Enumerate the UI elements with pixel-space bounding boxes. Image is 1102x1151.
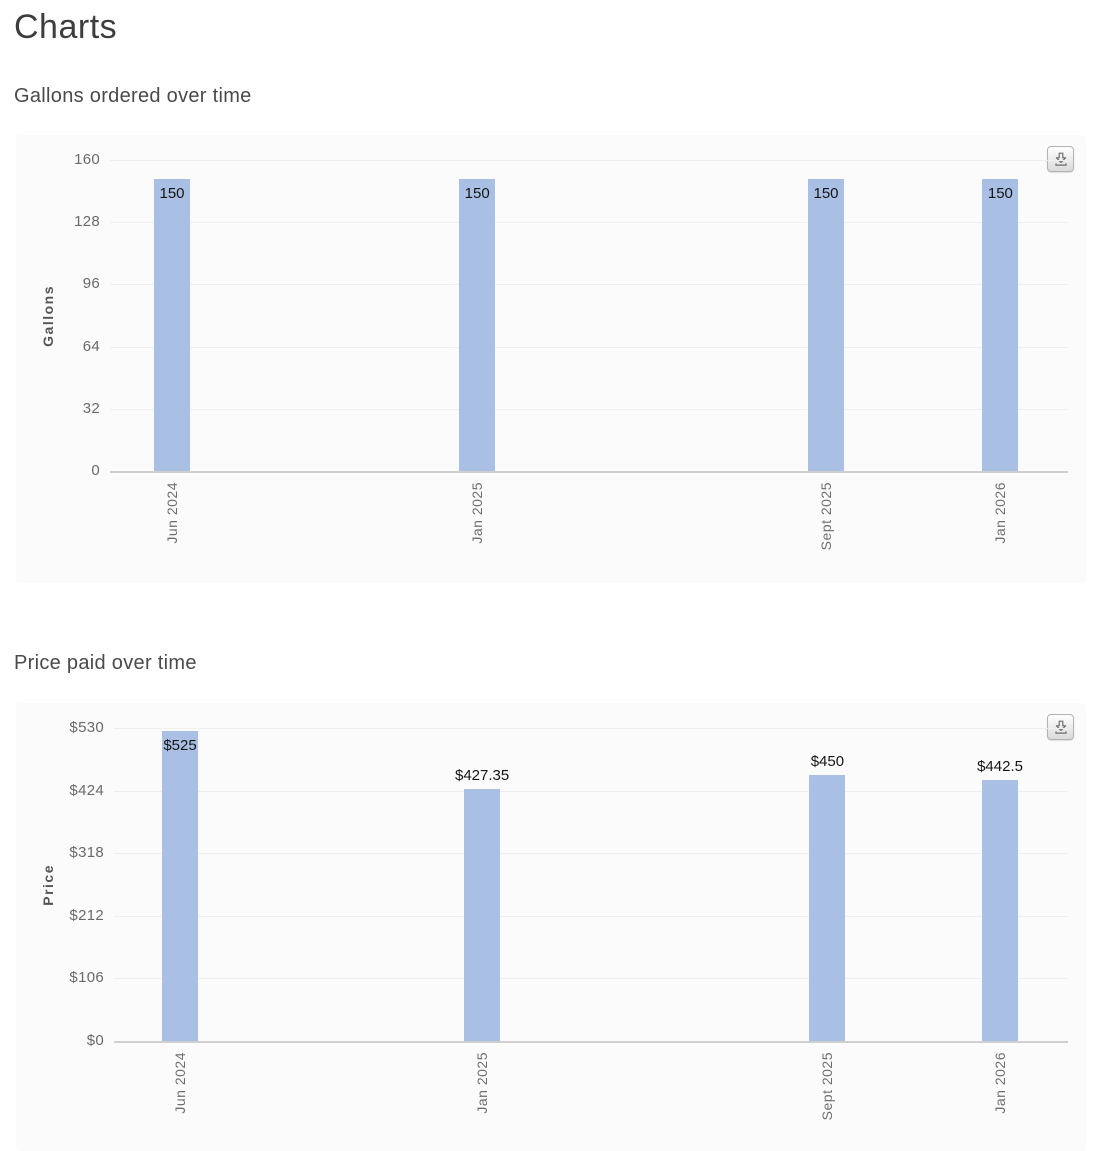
bar-jun-2024[interactable] [154, 179, 190, 471]
bar-value-label: $442.5 [977, 757, 1023, 775]
y-axis-tick-label: 128 [74, 213, 100, 231]
gridline [114, 915, 1068, 917]
x-axis-tick-text: Jan 2025 [469, 482, 486, 544]
bar-jan-2025[interactable] [464, 788, 501, 1041]
gridline [110, 346, 1068, 348]
bar-value-label: 150 [813, 185, 839, 203]
bar-value-label: 150 [159, 185, 185, 203]
gallons-chart: Gallons 160 128 96 64 32 0 150 Jun 2024 150 Jan 2… [16, 135, 1086, 583]
x-axis-line [110, 471, 1068, 473]
download-icon [1054, 720, 1067, 734]
x-axis-tick-text: Jun 2024 [172, 1052, 188, 1114]
x-axis-tick-label: Jun 2024 [170, 1052, 190, 1114]
bar-jan-2025[interactable] [459, 179, 496, 471]
bar-sept-2025[interactable] [809, 775, 846, 1041]
y-axis-tick-label: $0 [86, 1032, 104, 1049]
x-axis-tick-text: Jan 2025 [474, 1052, 491, 1114]
y-axis-tick-label: 0 [91, 462, 100, 479]
x-axis-tick-text: Jan 2026 [992, 1052, 1009, 1114]
bar-jun-2024[interactable] [162, 730, 198, 1041]
x-axis-tick-label: Sept 2025 [817, 1052, 837, 1120]
gridline [110, 408, 1068, 410]
y-axis-tick-label: $424 [69, 781, 104, 799]
bar-sept-2025[interactable] [808, 179, 844, 471]
y-axis-tick-label: 32 [82, 399, 100, 417]
y-axis-tick-label: $106 [69, 969, 104, 987]
y-axis-tick-label: $318 [69, 844, 104, 862]
bar-value-label: $427.35 [454, 766, 510, 784]
x-axis-tick-text: Jan 2026 [992, 482, 1009, 544]
y-axis-tick-label: $212 [69, 906, 104, 924]
gridline [114, 978, 1068, 980]
chart-section-title-gallons: Gallons ordered over time [14, 85, 252, 107]
export-chart-button[interactable] [1047, 146, 1074, 172]
y-axis-tick-label: 64 [82, 337, 100, 355]
export-chart-button[interactable] [1047, 714, 1074, 740]
y-axis-title: Price [40, 863, 56, 906]
x-axis-tick-label: Jun 2024 [162, 482, 182, 544]
bar-value-label: 150 [987, 185, 1013, 203]
gridline [114, 790, 1068, 792]
price-chart: Price $530 $424 $318 $212 $106 $0 $525 Jun 2024… [16, 703, 1086, 1151]
gridline [114, 853, 1068, 855]
y-axis-tick-label: $530 [69, 719, 104, 736]
chart-section-title-price: Price paid over time [14, 652, 197, 674]
x-axis-tick-label: Sept 2025 [816, 482, 836, 550]
y-axis-tick-label: 160 [74, 151, 100, 168]
y-axis-tick-label: 96 [82, 275, 100, 293]
bar-jan-2026[interactable] [982, 779, 1019, 1041]
page-title: Charts [14, 8, 118, 46]
gridline [110, 222, 1068, 224]
gridline [110, 284, 1068, 286]
x-axis-tick-label: Jan 2026 [990, 1052, 1010, 1114]
x-axis-line [114, 1041, 1068, 1043]
x-axis-tick-label: Jan 2025 [467, 482, 487, 544]
bar-value-label: $525 [163, 736, 197, 754]
x-axis-tick-label: Jan 2026 [990, 482, 1010, 544]
x-axis-tick-text: Sept 2025 [818, 482, 834, 551]
bar-value-label: $450 [810, 753, 845, 771]
bar-jan-2026[interactable] [982, 179, 1019, 471]
gridline [114, 728, 1068, 729]
bar-value-label: 150 [464, 185, 490, 203]
download-icon [1054, 152, 1067, 166]
y-axis-title: Gallons [40, 284, 56, 347]
x-axis-tick-text: Jun 2024 [164, 482, 180, 544]
x-axis-tick-text: Sept 2025 [819, 1052, 836, 1121]
gridline [110, 160, 1068, 161]
x-axis-tick-label: Jan 2025 [472, 1052, 492, 1114]
